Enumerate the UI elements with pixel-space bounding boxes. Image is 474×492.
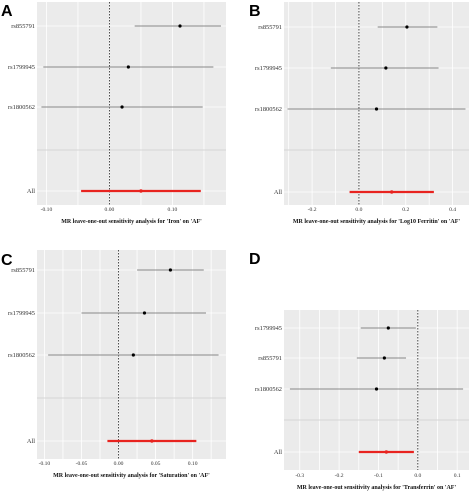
row-label: rs1799945 [8,310,35,317]
x-tick-label: 0.10 [188,461,198,467]
x-tick-label: -0.3 [295,473,304,479]
row-label: rs855791 [258,24,282,31]
overall-estimate-point [139,189,143,193]
estimate-point [126,65,130,69]
estimate-point [382,356,386,360]
plot-background [284,2,469,205]
estimate-point [142,311,147,315]
panel-a: rs855791 rs1799945 rs1800562 All -0.10 0.00 0.… [1,2,226,225]
panel-c: rs855791 rs1799945 rs1800562 All -0.10 -0.05 0… [1,250,226,479]
row-label: rs1800562 [255,386,282,393]
row-label: rs855791 [11,267,35,274]
x-tick-label: 0.10 [168,207,178,213]
x-tick-label: 0.0 [414,473,421,479]
x-tick-label: 0.2 [402,207,409,213]
x-tick-label: 0.1 [454,473,461,479]
estimate-point [178,24,182,28]
x-tick-label: 0.00 [114,461,124,467]
x-tick-label: -0.2 [335,473,344,479]
panel-tag: A [1,3,13,20]
row-label: rs1800562 [255,106,282,113]
estimate-point [386,326,390,330]
overall-estimate-point [390,190,394,194]
row-label: rs1799945 [255,325,282,332]
estimate-point [374,107,379,111]
estimate-point [405,25,409,29]
x-tick-label: 0.4 [449,207,456,213]
estimate-point [168,268,173,272]
x-tick-label: -0.1 [374,473,383,479]
row-label: rs855791 [258,355,282,362]
row-label: rs1800562 [8,352,35,359]
plot-background [37,2,226,205]
row-label: rs1800562 [8,104,35,111]
estimate-point [384,66,388,70]
x-tick-label: -0.10 [41,207,53,213]
x-tick-label: 0.0 [355,207,362,213]
axis-title: MR leave-one-out sensitivity analysis fo… [297,485,457,491]
overall-label: All [274,449,282,456]
overall-label: All [27,188,35,195]
panel-b: rs855791 rs1799945 rs1800562 All -0.2 0.0 0.2 0… [249,2,469,225]
panel-d: rs1799945 rs855791 rs1800562 All -0.3 -0.2 -0.… [249,251,469,491]
axis-title: MR leave-one-out sensitivity analysis fo… [61,219,202,225]
panel-tag: D [249,251,261,268]
estimate-point [131,353,135,357]
x-tick-label: 0.00 [105,207,115,213]
overall-estimate-point [384,450,389,454]
x-tick-label: 0.05 [151,461,161,467]
overall-label: All [274,189,282,196]
x-tick-label: -0.2 [308,207,317,213]
panel-tag: B [249,3,261,20]
estimate-point [120,105,124,109]
overall-estimate-point [150,439,154,443]
row-label: rs1799945 [255,65,282,72]
estimate-point [374,387,379,391]
row-label: rs1799945 [8,64,35,71]
panel-tag: C [1,252,13,269]
x-tick-label: -0.10 [39,461,51,467]
x-tick-label: -0.05 [76,461,88,467]
overall-label: All [27,438,35,445]
row-label: rs855791 [11,23,35,30]
axis-title: MR leave-one-out sensitivity analysis fo… [53,473,210,479]
axis-title: MR leave-one-out sensitivity analysis fo… [293,219,461,225]
